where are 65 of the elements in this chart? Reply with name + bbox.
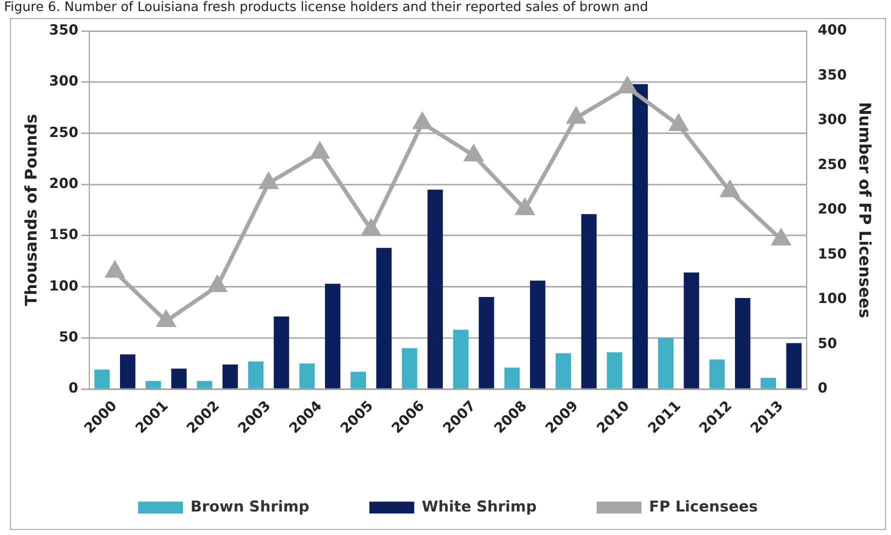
bar [428, 190, 443, 388]
y-tick-label: 250 [49, 124, 79, 141]
point [516, 199, 534, 216]
bar [222, 364, 238, 388]
bar [274, 316, 290, 388]
bar [453, 330, 468, 388]
bar [606, 352, 622, 388]
bar [735, 298, 750, 388]
point [772, 230, 790, 246]
point [670, 115, 688, 131]
bar [709, 359, 725, 388]
y2-tick-label: 150 [818, 246, 848, 262]
y2-tick-label: 400 [818, 22, 848, 39]
point [720, 181, 739, 198]
legend-label: FP Licensees [649, 497, 758, 516]
y2-tick-label: 0 [818, 380, 828, 397]
y-tick-label: 100 [49, 278, 79, 294]
bar [146, 380, 161, 388]
point [310, 142, 329, 159]
y2-tick-label: 100 [818, 291, 848, 308]
y-tick-label: 50 [58, 330, 79, 346]
bar [658, 338, 674, 388]
bar [556, 353, 571, 388]
point [464, 145, 483, 162]
point [567, 108, 586, 124]
point [362, 220, 380, 236]
legend-label: Brown Shrimp [190, 497, 310, 516]
y2-tick-label: 250 [818, 156, 848, 173]
point [618, 77, 636, 94]
bar [94, 370, 110, 388]
bar [120, 354, 136, 388]
bar [760, 378, 776, 388]
bar [632, 84, 648, 388]
bar [684, 272, 700, 388]
y-tick-label: 350 [49, 22, 79, 39]
y2-tick-label: 200 [818, 202, 848, 218]
chart-title: Figure 6. Number of Louisiana fresh products license holders and their reported sales of brown and [4, 0, 648, 15]
y2-tick-label: 50 [818, 336, 838, 352]
bar [581, 214, 597, 388]
bar [171, 368, 187, 388]
y2-tick-label: 300 [818, 112, 848, 128]
bar [196, 380, 212, 388]
point [157, 311, 176, 328]
bar [376, 248, 392, 388]
point [208, 276, 226, 292]
y2-axis-title: Number of FP Licensees [855, 102, 874, 318]
y-tick-label: 150 [49, 227, 79, 244]
bar [350, 372, 366, 388]
point [413, 113, 432, 130]
bar [530, 280, 546, 388]
y-tick-label: 300 [49, 74, 79, 90]
legend-label: White Shrimp [422, 497, 537, 516]
y2-tick-label: 350 [818, 67, 848, 84]
bar [786, 343, 802, 388]
bar [248, 361, 264, 388]
bar [325, 284, 340, 388]
y-tick-label: 200 [49, 176, 79, 192]
bar [299, 364, 315, 388]
bar [478, 297, 494, 388]
y-tick-label: 0 [68, 380, 79, 397]
bar [402, 348, 418, 388]
bar [504, 368, 520, 388]
point [106, 262, 124, 278]
y-axis-title: Thousands of Pounds [22, 114, 41, 306]
point [260, 173, 278, 190]
